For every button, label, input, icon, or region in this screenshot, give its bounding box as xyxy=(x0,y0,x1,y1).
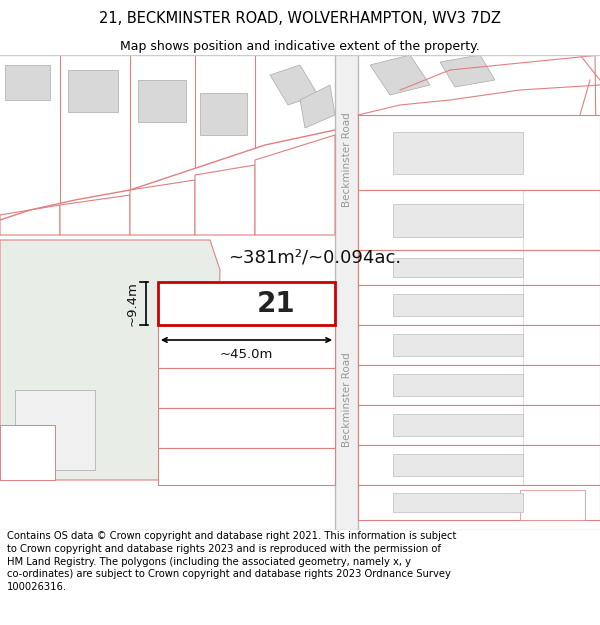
Bar xyxy=(393,204,523,237)
Bar xyxy=(0,425,55,480)
Bar xyxy=(393,374,523,396)
Bar xyxy=(393,414,523,436)
Bar xyxy=(393,294,523,316)
Text: ~381m²/~0.094ac.: ~381m²/~0.094ac. xyxy=(228,249,401,267)
Bar xyxy=(358,445,600,485)
Bar xyxy=(358,325,600,365)
Bar xyxy=(5,65,50,100)
Bar xyxy=(158,282,335,325)
Bar xyxy=(358,190,600,250)
Polygon shape xyxy=(0,240,220,480)
Polygon shape xyxy=(370,55,430,95)
Text: Contains OS data © Crown copyright and database right 2021. This information is : Contains OS data © Crown copyright and d… xyxy=(7,531,457,592)
Bar xyxy=(15,390,95,470)
Bar xyxy=(358,485,600,520)
Polygon shape xyxy=(440,55,495,87)
Bar xyxy=(393,454,523,476)
Bar xyxy=(358,115,600,190)
Bar xyxy=(393,258,523,278)
Bar xyxy=(358,365,600,405)
Polygon shape xyxy=(60,195,130,235)
Bar xyxy=(335,55,358,530)
Text: Beckminster Road: Beckminster Road xyxy=(341,112,352,208)
Bar xyxy=(158,368,335,408)
Text: Beckminster Road: Beckminster Road xyxy=(341,352,352,447)
Bar xyxy=(393,493,523,512)
Bar xyxy=(520,490,585,520)
Polygon shape xyxy=(300,85,335,128)
Bar xyxy=(158,408,335,448)
Polygon shape xyxy=(0,205,60,235)
Bar xyxy=(158,325,335,368)
Polygon shape xyxy=(255,135,335,235)
Text: ~9.4m: ~9.4m xyxy=(125,281,139,326)
Polygon shape xyxy=(195,165,255,235)
Bar xyxy=(358,405,600,445)
Bar xyxy=(358,250,600,285)
Bar xyxy=(358,285,600,325)
Text: 21: 21 xyxy=(257,289,296,318)
Polygon shape xyxy=(130,180,195,235)
Bar xyxy=(393,132,523,174)
Bar xyxy=(138,80,186,122)
Text: ~45.0m: ~45.0m xyxy=(220,348,273,361)
Text: Map shows position and indicative extent of the property.: Map shows position and indicative extent… xyxy=(120,39,480,52)
Bar xyxy=(200,93,247,135)
Bar xyxy=(393,334,523,356)
Text: 21, BECKMINSTER ROAD, WOLVERHAMPTON, WV3 7DZ: 21, BECKMINSTER ROAD, WOLVERHAMPTON, WV3… xyxy=(99,11,501,26)
Bar xyxy=(158,448,335,485)
Bar xyxy=(68,70,118,112)
Polygon shape xyxy=(270,65,318,105)
